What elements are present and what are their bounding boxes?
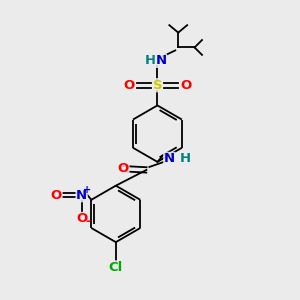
Text: +: + — [83, 185, 91, 195]
Text: O: O — [180, 79, 191, 92]
Text: -: - — [85, 215, 91, 228]
Text: S: S — [153, 79, 162, 92]
Text: N: N — [76, 189, 87, 202]
Text: N: N — [164, 152, 175, 165]
Text: O: O — [124, 79, 135, 92]
Text: O: O — [118, 162, 129, 175]
Text: N: N — [155, 54, 167, 67]
Text: H: H — [180, 152, 191, 165]
Text: O: O — [51, 189, 62, 202]
Text: H: H — [144, 54, 156, 67]
Text: Cl: Cl — [109, 261, 123, 274]
Text: O: O — [76, 212, 87, 226]
